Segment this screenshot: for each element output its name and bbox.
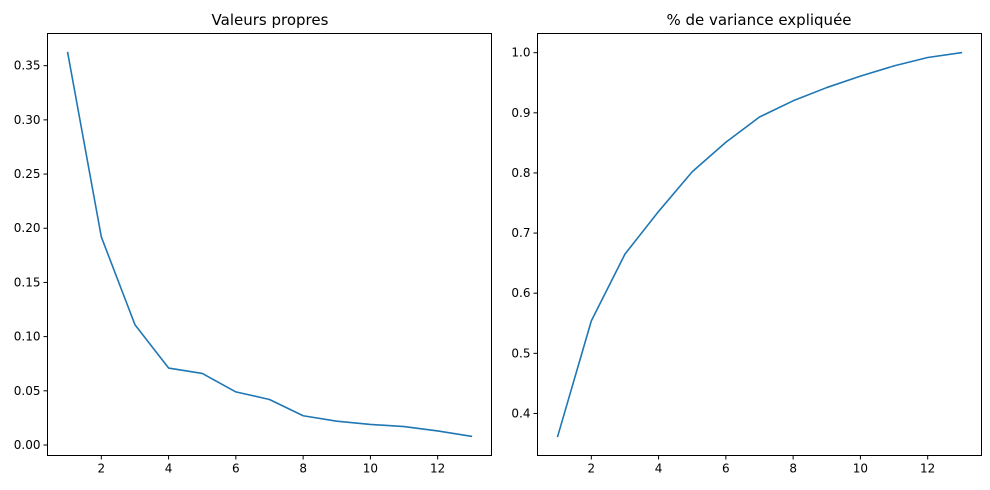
axes-frame — [47, 33, 492, 456]
y-tick-label: 0.00 — [14, 438, 41, 452]
data-point — [691, 171, 693, 173]
x-tick-label: 2 — [97, 462, 105, 476]
x-tick-label: 8 — [789, 462, 797, 476]
data-point — [725, 141, 727, 143]
y-tick-label: 0.5 — [511, 346, 530, 360]
x-tick-label: 6 — [722, 462, 730, 476]
x-tick-label: 10 — [853, 462, 868, 476]
eigenvalues-chart: Valeurs propres 2 4 6 8 10 12 0.00 0.05 0.10 0.15… — [14, 11, 492, 476]
data-point — [658, 211, 660, 213]
y-tick-label: 0.25 — [14, 167, 41, 181]
explained-variance-chart: % de variance expliquée 2 4 6 8 10 12 0.4 0.5 0.… — [511, 11, 982, 476]
data-point — [100, 236, 102, 238]
chart-title: Valeurs propres — [212, 11, 329, 29]
series-line — [556, 51, 963, 438]
data-point — [470, 435, 472, 437]
data-point — [134, 324, 136, 326]
plot-area — [556, 51, 963, 438]
data-point — [759, 116, 761, 118]
y-tick-label: 0.6 — [511, 286, 530, 300]
data-point — [860, 75, 862, 77]
data-point — [557, 435, 559, 437]
data-point — [67, 52, 69, 54]
data-point — [370, 423, 372, 425]
axis-ticks: 2 4 6 8 10 12 0.4 0.5 0.6 0.7 0.8 0.9 1.0 — [511, 46, 935, 476]
data-point — [927, 57, 929, 59]
data-point — [403, 426, 405, 428]
x-tick-label: 4 — [655, 462, 663, 476]
data-point — [826, 87, 828, 89]
y-tick-label: 0.8 — [511, 166, 530, 180]
x-tick-label: 4 — [165, 462, 173, 476]
data-point — [437, 430, 439, 432]
data-point — [302, 415, 304, 417]
y-tick-label: 0.15 — [14, 275, 41, 289]
data-point — [624, 253, 626, 255]
y-tick-label: 0.30 — [14, 113, 41, 127]
y-tick-label: 0.35 — [14, 59, 41, 73]
series-line — [66, 51, 473, 438]
chart-title: % de variance expliquée — [666, 11, 851, 29]
y-tick-label: 0.7 — [511, 226, 530, 240]
data-point — [590, 320, 592, 322]
data-point — [893, 65, 895, 67]
y-tick-label: 0.9 — [511, 106, 530, 120]
x-tick-label: 12 — [430, 462, 445, 476]
y-tick-label: 0.4 — [511, 406, 530, 420]
y-tick-label: 0.20 — [14, 221, 41, 235]
data-point — [792, 100, 794, 102]
x-tick-label: 6 — [232, 462, 240, 476]
data-point — [336, 420, 338, 422]
data-point — [235, 391, 237, 393]
data-point — [269, 399, 271, 401]
data-point — [168, 367, 170, 369]
x-tick-label: 12 — [920, 462, 935, 476]
y-tick-label: 1.0 — [511, 46, 530, 60]
x-tick-label: 2 — [587, 462, 595, 476]
data-point — [201, 373, 203, 375]
x-tick-label: 8 — [299, 462, 307, 476]
axis-ticks: 2 4 6 8 10 12 0.00 0.05 0.10 0.15 0.20 0.25 0.30 0.35 — [14, 59, 446, 476]
plot-area — [66, 51, 473, 438]
y-tick-label: 0.05 — [14, 384, 41, 398]
data-point — [960, 52, 962, 54]
x-tick-label: 10 — [363, 462, 378, 476]
axes-frame — [537, 33, 982, 456]
y-tick-label: 0.10 — [14, 330, 41, 344]
